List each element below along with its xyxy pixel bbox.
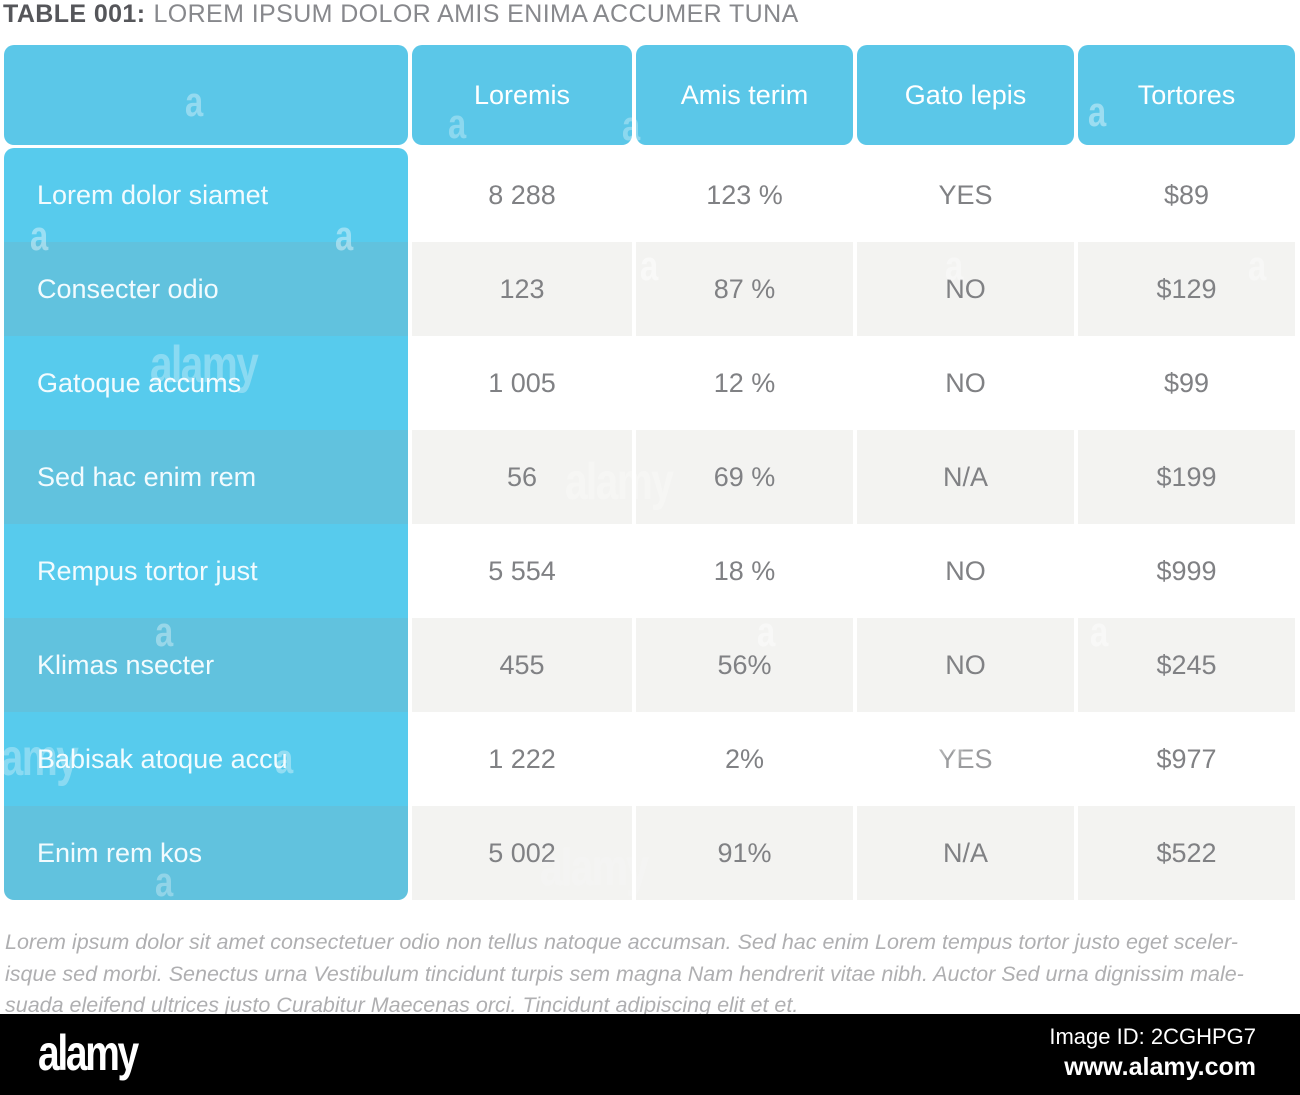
alamy-info: Image ID: 2CGHPG7 www.alamy.com <box>1049 1024 1256 1082</box>
table-cell: $199 <box>1078 430 1295 524</box>
table-cell: 123 % <box>706 179 783 210</box>
table-cell: 56% <box>636 618 853 712</box>
row-label: Enim rem kos <box>4 806 408 900</box>
table-cell: 87 % <box>636 242 853 336</box>
table-cell: NO <box>857 242 1074 336</box>
table-cell: $999 <box>1156 555 1217 586</box>
header-cell-empty <box>4 45 408 145</box>
table-cell: N/A <box>857 430 1074 524</box>
row-label: Babisak atoque accu <box>4 712 408 806</box>
table-cell: 18 % <box>713 555 776 586</box>
table-cell: $977 <box>1156 743 1217 774</box>
alamy-footer-bar: alamy Image ID: 2CGHPG7 www.alamy.com <box>0 1014 1300 1095</box>
table-cell: 1 005 <box>488 367 556 398</box>
table-cell: $89 <box>1163 179 1210 210</box>
table-cell: N/A <box>857 806 1074 900</box>
row-label: Consecter odio <box>4 242 408 336</box>
table-cell: $99 <box>1163 367 1210 398</box>
table-cell: 123 <box>412 242 632 336</box>
row-label: Lorem dolor siamet <box>4 148 408 242</box>
table-cell: $245 <box>1078 618 1295 712</box>
header-cell-loremis: Loremis <box>412 45 632 145</box>
caption-line: suada eleifend ultrices justo Curabitur … <box>5 993 799 1017</box>
table-cell: 5 002 <box>412 806 632 900</box>
table-cell: YES <box>938 743 993 774</box>
page-title: TABLE 001: LOREM IPSUM DOLOR AMIS ENIMA A… <box>3 0 799 29</box>
table-cell: 12 % <box>713 367 776 398</box>
table-body: Lorem dolor siamet 8 288 123 % YES $89 C… <box>4 148 1295 900</box>
table-cell: NO <box>945 555 986 586</box>
table-cell: 5 554 <box>488 555 556 586</box>
row-label: Gatoque accums <box>4 336 408 430</box>
caption-line: Lorem ipsum dolor sit amet consectetuer … <box>5 930 1238 954</box>
header-cell-tortores: Tortores <box>1078 45 1295 145</box>
table-cell: 1 222 <box>488 743 556 774</box>
row-label: Rempus tortor just <box>4 524 408 618</box>
table-cell: YES <box>938 179 993 210</box>
table-cell: 91% <box>636 806 853 900</box>
table-cell: $129 <box>1078 242 1295 336</box>
header-cell-gato-lepis: Gato lepis <box>857 45 1074 145</box>
caption-line: isque sed morbi. Senectus urna Vestibulu… <box>5 961 1244 986</box>
table-cell: 455 <box>412 618 632 712</box>
caption-paragraph: Lorem ipsum dolor sit amet consectetuer … <box>5 927 1297 1022</box>
table-cell: NO <box>857 618 1074 712</box>
row-label: Klimas nsecter <box>4 618 408 712</box>
table-cell: 56 <box>412 430 632 524</box>
title-prefix: TABLE 001: <box>3 0 146 28</box>
table-cell: $522 <box>1078 806 1295 900</box>
row-label: Sed hac enim rem <box>4 430 408 524</box>
table-header-row: Loremis Amis terim Gato lepis Tortores <box>4 45 1295 145</box>
table-cell: 2% <box>724 743 765 774</box>
table-cell: 8 288 <box>488 179 556 210</box>
image-id-text: Image ID: 2CGHPG7 <box>1049 1024 1256 1049</box>
table-cell: NO <box>945 367 986 398</box>
alamy-url-text: www.alamy.com <box>1064 1053 1256 1081</box>
alamy-logo: alamy <box>38 1025 139 1081</box>
title-main: LOREM IPSUM DOLOR AMIS ENIMA ACCUMER TUN… <box>153 0 799 28</box>
table-cell: 69 % <box>636 430 853 524</box>
header-cell-amis-terim: Amis terim <box>636 45 853 145</box>
